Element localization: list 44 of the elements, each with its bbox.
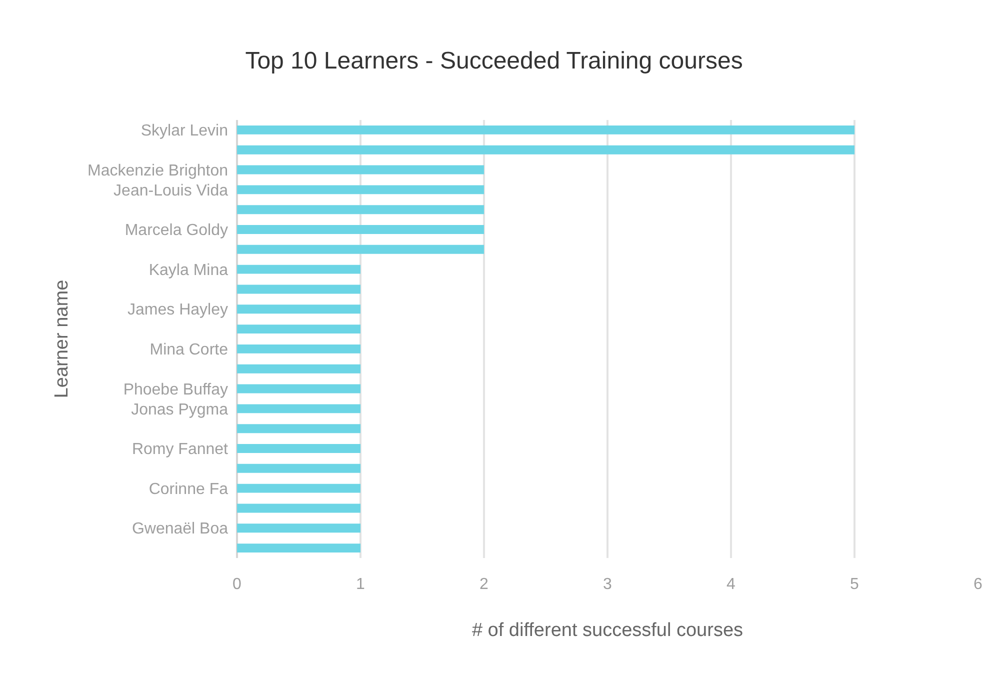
bar — [237, 384, 360, 394]
bar — [237, 264, 360, 274]
y-tick-label: James Hayley — [128, 302, 228, 319]
bar — [237, 424, 360, 434]
bar — [237, 145, 854, 154]
bar — [237, 225, 484, 234]
y-tick-label: Jean-Louis Vida — [114, 182, 228, 200]
y-tick-label: Mina Corte — [150, 342, 228, 359]
x-tick-label: 5 — [850, 576, 860, 593]
x-tick-label: 2 — [480, 576, 489, 593]
bar — [237, 304, 360, 314]
y-tick-label: Phoebe Buffay — [123, 381, 228, 398]
bar — [237, 165, 484, 174]
y-tick-label: Kayla Mina — [148, 262, 228, 279]
x-tick-label: 4 — [726, 576, 736, 593]
y-tick-label: Jonas Pygma — [131, 401, 228, 418]
bar — [237, 544, 360, 553]
bar — [237, 244, 484, 254]
bar — [237, 344, 360, 354]
x-tick-label: 0 — [232, 576, 242, 593]
bar — [237, 205, 484, 214]
y-tick-label: Skylar Levin — [140, 122, 228, 140]
bar — [237, 324, 360, 334]
x-tick-label: 3 — [603, 576, 612, 593]
bar — [237, 504, 360, 513]
y-tick-label: Marcela Goldy — [124, 222, 228, 240]
bar — [237, 444, 360, 453]
y-tick-label: Gwenaël Boa — [132, 520, 228, 538]
bar — [237, 125, 854, 134]
x-tick-label: 6 — [974, 576, 983, 593]
bar — [237, 284, 360, 294]
x-tick-label: 1 — [356, 576, 366, 593]
y-tick-label: Corinne Fa — [148, 480, 228, 498]
bar — [237, 364, 360, 374]
bar — [237, 464, 360, 473]
x-axis-title: # of different successful courses — [472, 620, 744, 641]
bar — [237, 524, 360, 533]
chart-title: Top 10 Learners - Succeeded Training courses — [245, 47, 743, 74]
y-axis-title: Learner name — [51, 280, 72, 398]
bar — [237, 484, 360, 493]
bar — [237, 404, 360, 414]
y-tick-label: Romy Fannet — [132, 441, 229, 458]
y-tick-label: Mackenzie Brighton — [87, 162, 228, 180]
bar — [237, 185, 484, 194]
